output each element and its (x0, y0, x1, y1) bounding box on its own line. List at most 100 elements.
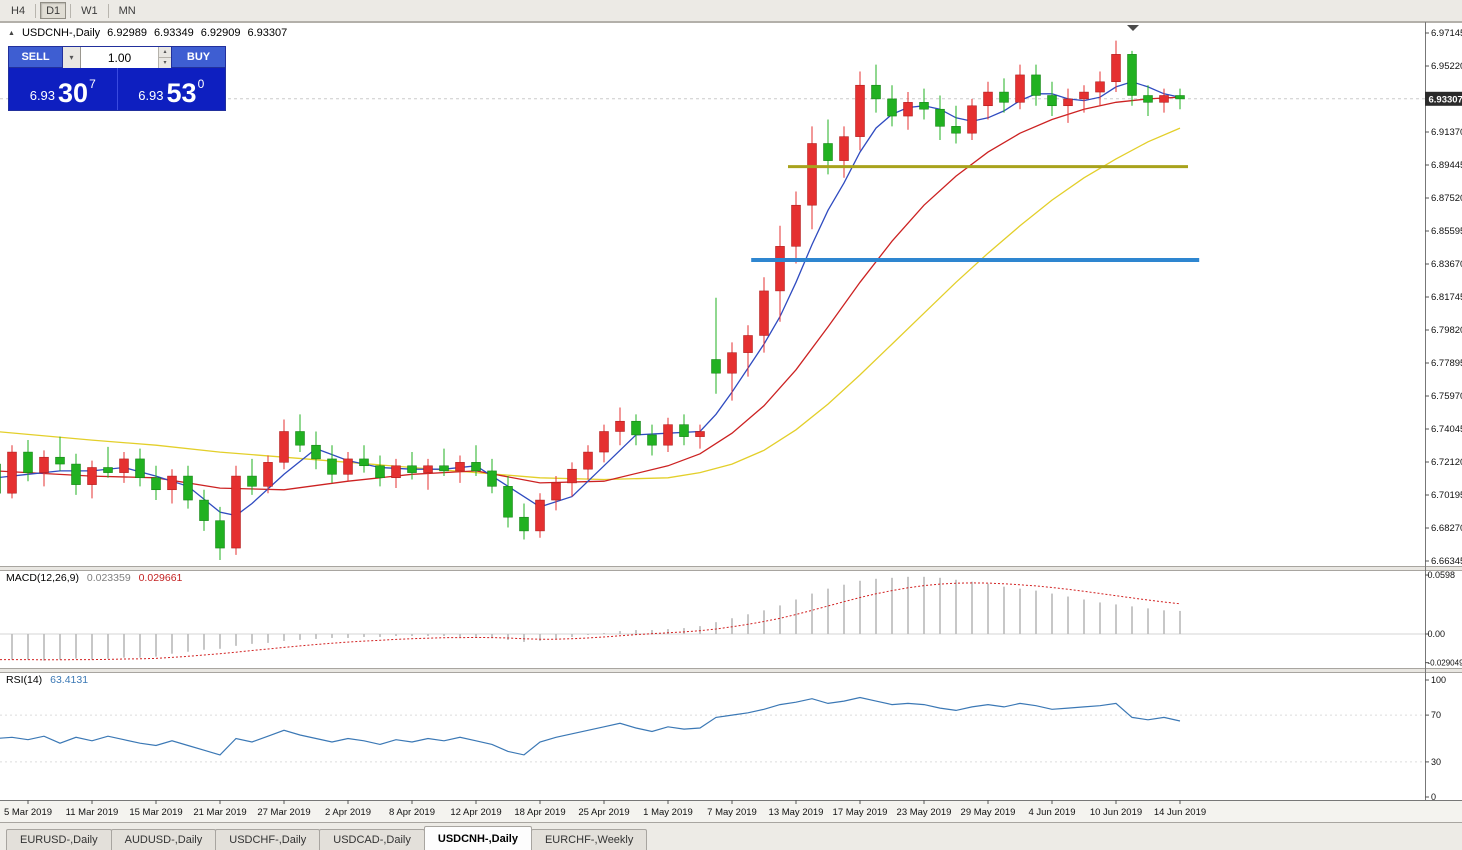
candle (39, 456, 49, 473)
candle (1143, 95, 1153, 103)
candle (1111, 54, 1121, 83)
candle (983, 91, 993, 107)
tab-eurchf-weekly[interactable]: EURCHF-,Weekly (530, 829, 648, 850)
candle (103, 467, 113, 473)
candle (71, 463, 81, 485)
tab-eurusd-daily[interactable]: EURUSD-,Daily (6, 829, 112, 850)
candle (871, 84, 881, 100)
main-chart-pane[interactable] (0, 22, 1425, 566)
tab-usdchf-daily[interactable]: USDCHF-,Daily (215, 829, 321, 850)
macd-main-value: 0.023359 (86, 572, 131, 584)
tab-usdcnh-daily[interactable]: USDCNH-,Daily (423, 826, 532, 850)
candle (343, 458, 353, 475)
ask-price-prefix: 6.93 (138, 88, 164, 103)
sell-price-box[interactable]: 6.93 30 7 (9, 68, 118, 110)
buy-button[interactable]: BUY (171, 47, 225, 68)
macd-axis-label: 0.0598 (1428, 570, 1456, 580)
date-axis-label: 5 Mar 2019 (4, 807, 52, 818)
pane-separator[interactable] (0, 566, 1462, 571)
price-axis-label: 6.70195 (1431, 490, 1462, 501)
candle (855, 84, 865, 137)
date-axis-label: 14 Jun 2019 (1154, 807, 1206, 818)
rsi-axis-label: 100 (1431, 675, 1446, 685)
candle (775, 246, 785, 292)
ask-price-pips: 53 (166, 78, 197, 109)
date-axis-area[interactable] (0, 800, 1462, 822)
one-click-trading-panel: SELL ▾ 1.00 ▴ ▾ BUY 6.93 30 7 6.93 53 (8, 46, 226, 111)
candle (743, 335, 753, 353)
candle (695, 431, 705, 437)
candle (471, 462, 481, 472)
rsi-name: RSI(14) (6, 674, 43, 686)
candle (567, 468, 577, 484)
candle (135, 458, 145, 479)
rsi-axis-label: 70 (1431, 710, 1441, 720)
candle (327, 458, 337, 475)
date-axis-label: 15 Mar 2019 (129, 807, 182, 818)
candle (583, 451, 593, 470)
candle (455, 462, 465, 472)
date-axis-label: 18 Apr 2019 (514, 807, 565, 818)
date-axis-label: 29 May 2019 (961, 807, 1016, 818)
price-axis-label: 6.75970 (1431, 391, 1462, 402)
rsi-pane[interactable] (0, 673, 1425, 800)
candle (231, 475, 241, 549)
pane-separator[interactable] (0, 668, 1462, 673)
candle (631, 420, 641, 436)
trade-controls-row: SELL ▾ 1.00 ▴ ▾ BUY (9, 47, 225, 68)
tab-audusd-daily[interactable]: AUDUSD-,Daily (110, 829, 217, 850)
price-axis-label: 6.79820 (1431, 325, 1462, 336)
volume-decrease-button[interactable]: ▾ (159, 58, 171, 68)
candle (887, 98, 897, 117)
buy-price-box[interactable]: 6.93 53 0 (118, 68, 226, 110)
candle (535, 499, 545, 532)
rsi-axis-label: 30 (1431, 757, 1441, 767)
candle (1159, 95, 1169, 103)
ohlc-high: 6.93349 (153, 27, 194, 39)
timeframe-mn-button[interactable]: MN (113, 2, 142, 19)
volume-field[interactable]: 1.00 ▴ ▾ (81, 47, 171, 68)
timeframe-h4-button[interactable]: H4 (5, 2, 31, 19)
chart-shift-marker[interactable] (1127, 25, 1139, 31)
date-axis-label: 21 Mar 2019 (193, 807, 246, 818)
candle (279, 431, 289, 463)
ohlc-close: 6.93307 (247, 27, 288, 39)
candle (839, 136, 849, 161)
candle (1079, 91, 1089, 100)
candle (1015, 74, 1025, 103)
chevron-down-icon: ▾ (69, 53, 74, 62)
candle (551, 482, 561, 501)
candle (119, 458, 129, 473)
candle (1127, 54, 1137, 96)
candle (391, 465, 401, 479)
candle (263, 462, 273, 487)
candle (663, 424, 673, 446)
tab-usdcad-daily[interactable]: USDCAD-,Daily (319, 829, 425, 850)
macd-pane[interactable] (0, 571, 1425, 668)
candle (791, 204, 801, 247)
sell-button[interactable]: SELL (9, 47, 63, 68)
date-axis-label: 4 Jun 2019 (1028, 807, 1075, 818)
ma-slow-line (0, 127, 1181, 481)
price-axis-label: 6.72120 (1431, 457, 1462, 468)
timeframe-d1-button[interactable]: D1 (40, 2, 67, 19)
rsi-axis-label: 0 (1431, 792, 1436, 802)
timeframe-w1-button[interactable]: W1 (75, 2, 104, 19)
price-axis-label: 6.95220 (1431, 61, 1462, 72)
volume-dropdown-button[interactable]: ▾ (63, 47, 81, 68)
price-axis-label: 6.87520 (1431, 193, 1462, 204)
ohlc-low: 6.92909 (200, 27, 241, 39)
chart-tab-bar: EURUSD-,Daily AUDUSD-,Daily USDCHF-,Daily U… (0, 822, 1462, 850)
candle (311, 444, 321, 460)
candle (423, 465, 433, 473)
price-axis-label: 6.68270 (1431, 523, 1462, 534)
macd-histogram (11, 576, 1181, 661)
rsi-value: 63.4131 (50, 674, 89, 686)
price-axis-label: 6.89445 (1431, 160, 1462, 171)
macd-name: MACD(12,26,9) (6, 572, 79, 584)
candle (199, 499, 209, 521)
price-axis-label: 6.97145 (1431, 28, 1462, 39)
volume-increase-button[interactable]: ▴ (159, 47, 171, 58)
candle (727, 352, 737, 374)
